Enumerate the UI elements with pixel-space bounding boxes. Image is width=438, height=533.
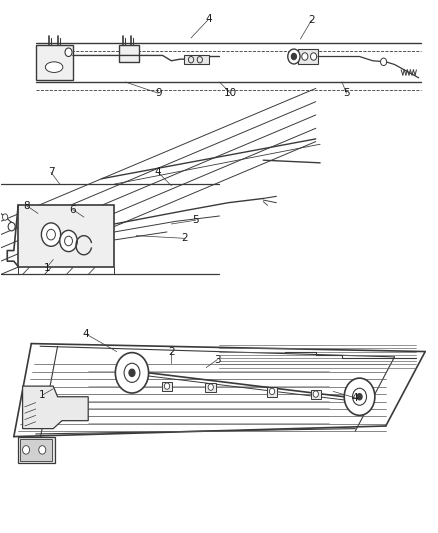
Circle shape — [269, 388, 274, 394]
Text: 9: 9 — [155, 88, 161, 98]
Bar — [266, 387, 277, 397]
Bar — [20, 439, 52, 461]
Circle shape — [115, 353, 148, 393]
Text: 2: 2 — [181, 233, 187, 244]
Text: 6: 6 — [70, 205, 76, 215]
Bar — [297, 49, 317, 64]
Polygon shape — [119, 45, 138, 62]
Circle shape — [22, 446, 29, 454]
Polygon shape — [35, 45, 73, 80]
Text: 8: 8 — [24, 201, 30, 211]
Circle shape — [65, 48, 72, 56]
Circle shape — [380, 58, 386, 66]
Circle shape — [287, 49, 299, 64]
Text: 1: 1 — [43, 263, 50, 272]
Text: 7: 7 — [48, 167, 54, 177]
Circle shape — [64, 236, 72, 246]
Circle shape — [3, 214, 8, 220]
Text: 1: 1 — [39, 390, 46, 400]
Circle shape — [310, 53, 316, 60]
Bar — [310, 390, 320, 399]
Circle shape — [129, 369, 135, 376]
Circle shape — [8, 222, 15, 231]
Text: 5: 5 — [343, 88, 349, 98]
Bar — [205, 383, 215, 392]
Polygon shape — [22, 386, 88, 429]
Text: 5: 5 — [192, 215, 198, 225]
Text: 10: 10 — [223, 88, 237, 98]
Circle shape — [60, 230, 77, 252]
Circle shape — [41, 223, 60, 246]
Circle shape — [343, 378, 374, 415]
Bar — [18, 437, 55, 463]
Polygon shape — [18, 205, 114, 266]
Text: 4: 4 — [82, 329, 89, 339]
Circle shape — [39, 446, 46, 454]
Text: 4: 4 — [205, 14, 212, 25]
Circle shape — [290, 53, 296, 60]
Text: 4: 4 — [351, 393, 358, 403]
Bar — [161, 382, 172, 391]
Circle shape — [124, 364, 140, 382]
Ellipse shape — [45, 62, 63, 72]
Circle shape — [46, 229, 55, 240]
Circle shape — [301, 53, 307, 60]
Text: 4: 4 — [155, 167, 161, 177]
Circle shape — [356, 393, 361, 400]
Circle shape — [164, 383, 169, 389]
Text: 2: 2 — [307, 15, 314, 26]
Bar — [184, 55, 208, 64]
Text: 2: 2 — [168, 346, 174, 357]
Circle shape — [312, 391, 318, 397]
Text: 3: 3 — [213, 354, 220, 365]
Circle shape — [208, 384, 213, 390]
Circle shape — [352, 388, 366, 405]
